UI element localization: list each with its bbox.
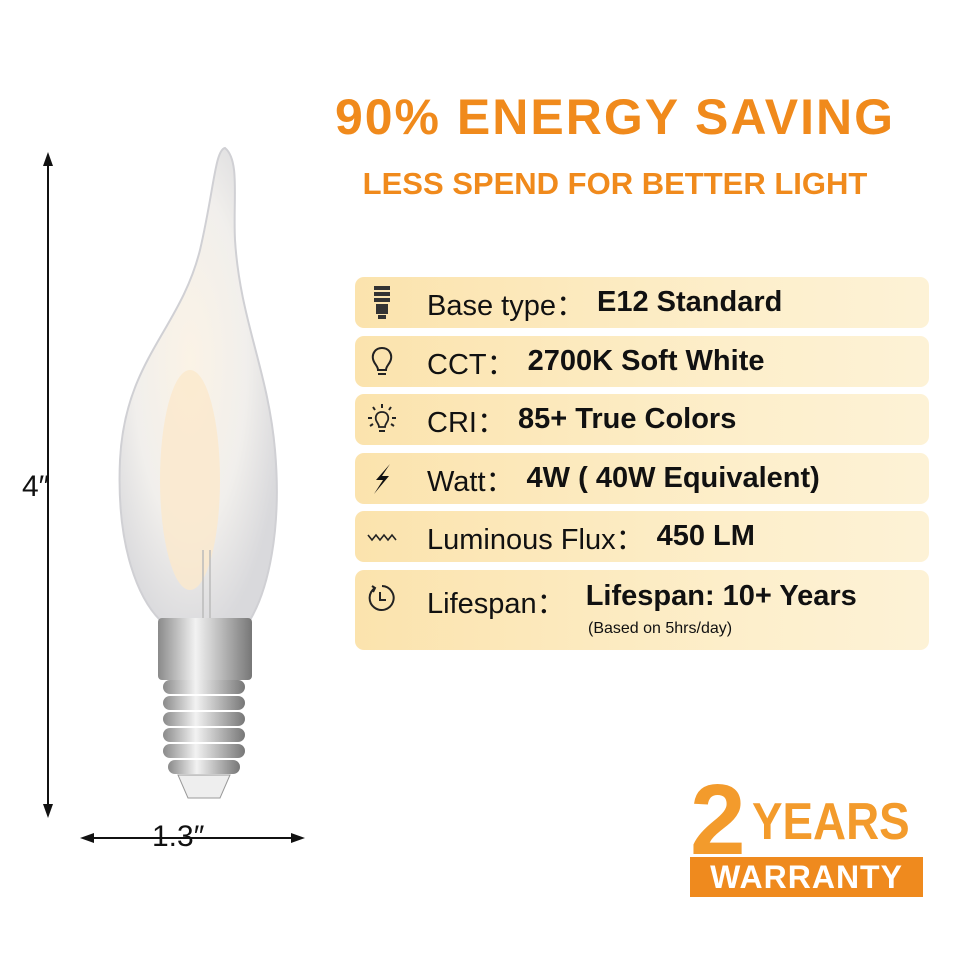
spec-value: 450 LM — [656, 520, 755, 552]
width-label: 1.3″ — [152, 820, 205, 853]
spec-row-watt: Watt： 4W ( 40W Equivalent) — [355, 453, 929, 504]
bulb-base-icon — [361, 285, 403, 320]
lifespan-note: (Based on 5hrs/day) — [588, 620, 733, 637]
spec-row-cri: CRI： 85+ True Colors — [355, 394, 929, 445]
spec-label: Luminous Flux： — [427, 523, 645, 556]
headline: 90% ENERGY SAVING — [334, 89, 896, 145]
spec-row-lifespan: Lifespan： Lifespan: 10+ Years — [355, 570, 929, 650]
bulb-icon — [361, 346, 403, 378]
warranty-number: 2 — [690, 764, 746, 876]
bright-bulb-icon — [361, 403, 403, 436]
spec-row-luminous-flux: Luminous Flux： 450 LM — [355, 511, 929, 562]
subheadline: LESS SPEND FOR BETTER LIGHT — [362, 166, 868, 201]
spec-label: Watt： — [427, 465, 515, 498]
spec-label: CRI： — [427, 406, 506, 439]
spec-label: CCT： — [427, 348, 516, 381]
spec-value: 2700K Soft White — [527, 345, 765, 377]
warranty-badge: WARRANTY — [690, 857, 923, 897]
spec-row-base-type: Base type： E12 Standard — [355, 277, 929, 328]
wave-icon — [361, 531, 403, 543]
spec-value: 85+ True Colors — [517, 403, 737, 435]
spec-value: 4W ( 40W Equivalent) — [526, 462, 820, 494]
lightning-icon — [361, 463, 403, 494]
bulb-illustration — [43, 146, 305, 843]
warranty-years: YEARS — [752, 793, 910, 851]
spec-label: Base type： — [427, 289, 585, 322]
height-label: 4″ — [22, 470, 50, 503]
clock-icon — [361, 583, 403, 613]
spec-value: Lifespan: 10+ Years — [577, 580, 857, 612]
spec-row-cct: CCT： 2700K Soft White — [355, 336, 929, 387]
spec-value: E12 Standard — [596, 286, 783, 318]
spec-label: Lifespan： — [427, 588, 566, 620]
